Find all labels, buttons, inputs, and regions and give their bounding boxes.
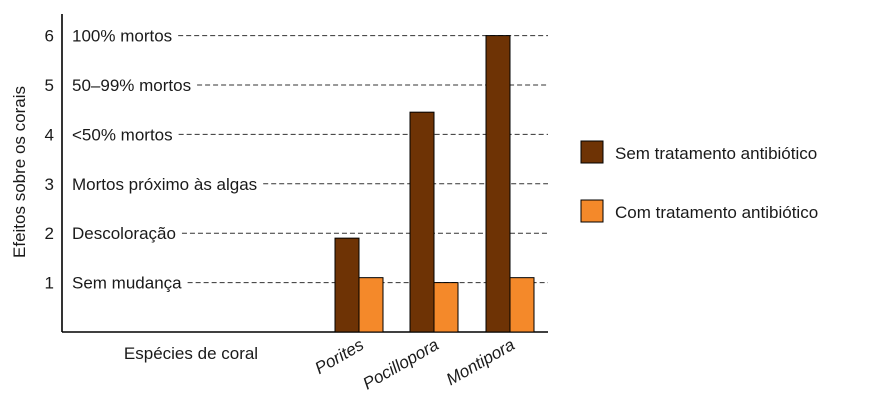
level-label: <50% mortos <box>72 125 173 144</box>
level-label: Descoloração <box>72 224 176 243</box>
y-tick-label: 5 <box>45 76 54 95</box>
x-axis-title: Espécies de coral <box>124 344 258 363</box>
y-tick-label: 1 <box>45 274 54 293</box>
level-label: 100% mortos <box>72 27 172 46</box>
y-tick-label: 6 <box>45 27 54 46</box>
bar-montipora-antibiotic <box>509 277 535 333</box>
legend-label-antibiotic: Com tratamento antibiótico <box>615 203 818 222</box>
bar-pocillopora-antibiotic <box>433 282 459 333</box>
bar-pocillopora-no-antibiotic <box>409 111 435 333</box>
category-label-porites: Porites <box>312 335 368 378</box>
level-label: Sem mudança <box>72 274 182 293</box>
category-label-pocillopora: Pocillopora <box>360 335 442 394</box>
bars <box>334 35 535 333</box>
y-axis-title: Efeitos sobre os corais <box>10 86 29 258</box>
level-label: Mortos próximo às algas <box>72 175 257 194</box>
y-tick-label: 2 <box>45 224 54 243</box>
legend-swatch-no-antibiotic <box>580 140 604 164</box>
axis-labels: 1 Sem mudança 2 Descoloração 3 Mortos próximo… <box>45 27 518 394</box>
bar-montipora-no-antibiotic <box>485 35 511 333</box>
bar-porites-no-antibiotic <box>334 237 360 333</box>
legend-swatch-antibiotic <box>580 199 604 223</box>
bar-porites-antibiotic <box>358 277 384 333</box>
y-tick-label: 3 <box>45 175 54 194</box>
category-label-montipora: Montipora <box>443 335 518 389</box>
legend-label-no-antibiotic: Sem tratamento antibiótico <box>615 144 817 163</box>
y-tick-label: 4 <box>45 125 54 144</box>
level-label: 50–99% mortos <box>72 76 191 95</box>
legend: Sem tratamento antibiótico Com tratament… <box>580 140 818 223</box>
